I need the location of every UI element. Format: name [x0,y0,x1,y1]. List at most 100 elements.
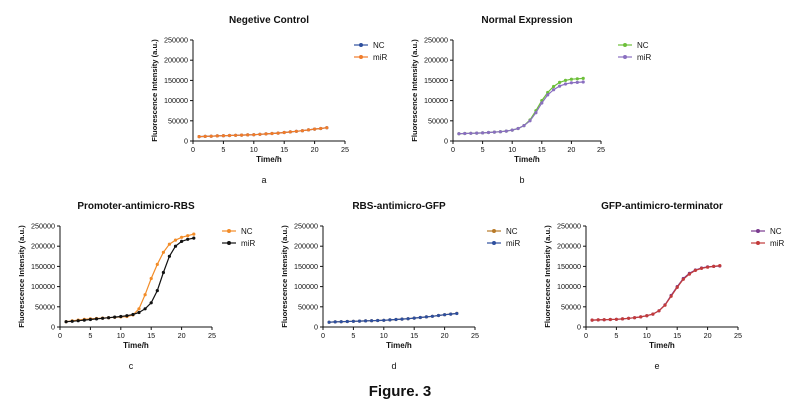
y-tick-label: 100000 [31,282,55,291]
data-point [345,319,349,324]
data-point [546,93,550,97]
data-point [252,133,256,137]
data-point [388,318,392,322]
y-axis-label: Fluorescence Intensity (a.u.) [17,225,26,328]
x-tick-label: 10 [643,331,651,340]
x-axis-label: Time/h [386,341,412,350]
legend-entry: NC [373,41,385,50]
x-tick-label: 20 [567,145,575,154]
data-point [522,124,526,128]
data-point [552,84,556,89]
data-point [546,90,550,95]
data-point [180,235,184,239]
data-point [155,289,159,293]
data-point [333,320,337,324]
y-tick-label: 250000 [557,222,581,231]
data-point [552,88,556,92]
data-point [258,132,262,136]
panel-label: e [654,361,659,371]
legend-entry: miR [770,239,784,248]
data-point [107,316,111,320]
data-point [131,312,135,317]
y-tick-label: 200000 [31,242,55,251]
x-tick-label: 10 [250,145,258,154]
data-point [209,134,213,138]
data-point [221,134,225,138]
y-tick-label: 50000 [168,116,188,125]
data-point [264,132,268,136]
y-tick-label: 0 [314,323,318,332]
x-tick-label: 25 [341,145,349,154]
y-tick-label: 100000 [164,96,188,105]
data-point [227,133,232,138]
data-point [528,119,532,123]
y-tick-label: 200000 [294,242,318,251]
y-tick-label: 250000 [294,222,318,231]
panel-label: b [519,175,524,185]
data-point [590,318,594,322]
data-point [161,250,165,254]
legend-entry: NC [770,227,782,236]
series-line-mir [458,81,584,135]
data-point [357,319,362,323]
y-tick-label: 250000 [31,222,55,231]
data-point [627,316,631,320]
data-point [558,80,562,84]
y-axis-label: Fluorescence Intensity (a.u.) [150,39,159,142]
data-point [364,319,368,323]
data-point [94,317,99,321]
data-point [339,320,343,324]
x-tick-label: 25 [471,331,479,340]
y-tick-label: 200000 [424,56,448,65]
x-tick-label: 10 [508,145,516,154]
data-point [300,129,304,133]
x-tick-label: 15 [147,331,155,340]
data-point [370,319,374,323]
data-point [510,128,514,132]
y-tick-label: 0 [51,323,55,332]
legend-swatch-marker [359,43,363,47]
x-tick-label: 20 [704,331,712,340]
y-axis-label: Fluorescence Intensity (a.u.) [410,39,419,142]
data-point [282,130,286,135]
series-line-mir [592,265,720,321]
y-tick-label: 50000 [35,302,55,311]
chart-title: Negetive Control [229,15,309,26]
data-point [88,317,92,322]
y-tick-label: 150000 [164,76,188,85]
legend-entry: miR [373,53,387,62]
data-point [143,293,147,297]
legend-swatch-marker [623,43,627,47]
data-point [325,126,329,130]
series-line-mir [199,127,327,138]
data-point [457,132,461,136]
data-point [246,133,250,137]
panel-label: c [129,361,134,371]
data-point [412,316,416,320]
data-point [173,238,178,242]
data-point [167,254,171,258]
series-line-mir [329,312,457,323]
data-point [192,232,196,236]
data-point [70,319,74,323]
y-tick-label: 150000 [557,262,581,271]
data-point [240,133,244,137]
data-point [614,317,619,321]
data-point [400,317,404,321]
x-tick-label: 25 [597,145,605,154]
data-point [161,270,165,275]
data-point [581,76,585,80]
data-point [608,317,612,322]
y-tick-label: 150000 [294,262,318,271]
data-point [113,315,117,319]
data-point [167,242,171,246]
x-tick-label: 5 [614,331,618,340]
x-tick-label: 15 [410,331,418,340]
y-tick-label: 250000 [424,36,448,45]
data-point [64,320,68,324]
data-point [276,131,280,135]
legend-swatch-marker [359,55,363,59]
data-point [475,131,479,135]
data-point [633,316,637,320]
